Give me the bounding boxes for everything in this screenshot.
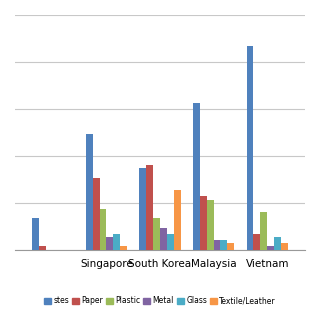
Bar bbox=[146, 165, 153, 250]
Bar bbox=[160, 228, 167, 250]
Bar bbox=[167, 234, 174, 250]
Bar bbox=[174, 190, 180, 250]
Bar bbox=[100, 209, 106, 250]
Bar bbox=[267, 246, 274, 250]
Bar bbox=[86, 134, 93, 250]
Bar bbox=[214, 240, 220, 250]
Bar bbox=[153, 218, 160, 250]
Bar bbox=[227, 243, 234, 250]
Bar bbox=[247, 46, 253, 250]
Bar bbox=[93, 178, 100, 250]
Bar bbox=[106, 237, 113, 250]
Legend: stes, Paper, Plastic, Metal, Glass, Textile/Leather: stes, Paper, Plastic, Metal, Glass, Text… bbox=[41, 293, 279, 308]
Bar bbox=[32, 218, 39, 250]
Bar bbox=[253, 234, 260, 250]
Bar bbox=[113, 234, 120, 250]
Bar bbox=[200, 196, 207, 250]
Bar bbox=[39, 246, 46, 250]
Bar bbox=[274, 237, 281, 250]
Bar bbox=[220, 240, 227, 250]
Bar bbox=[140, 168, 146, 250]
Bar bbox=[207, 200, 214, 250]
Bar bbox=[260, 212, 267, 250]
Bar bbox=[120, 246, 127, 250]
Bar bbox=[193, 103, 200, 250]
Bar bbox=[281, 243, 288, 250]
